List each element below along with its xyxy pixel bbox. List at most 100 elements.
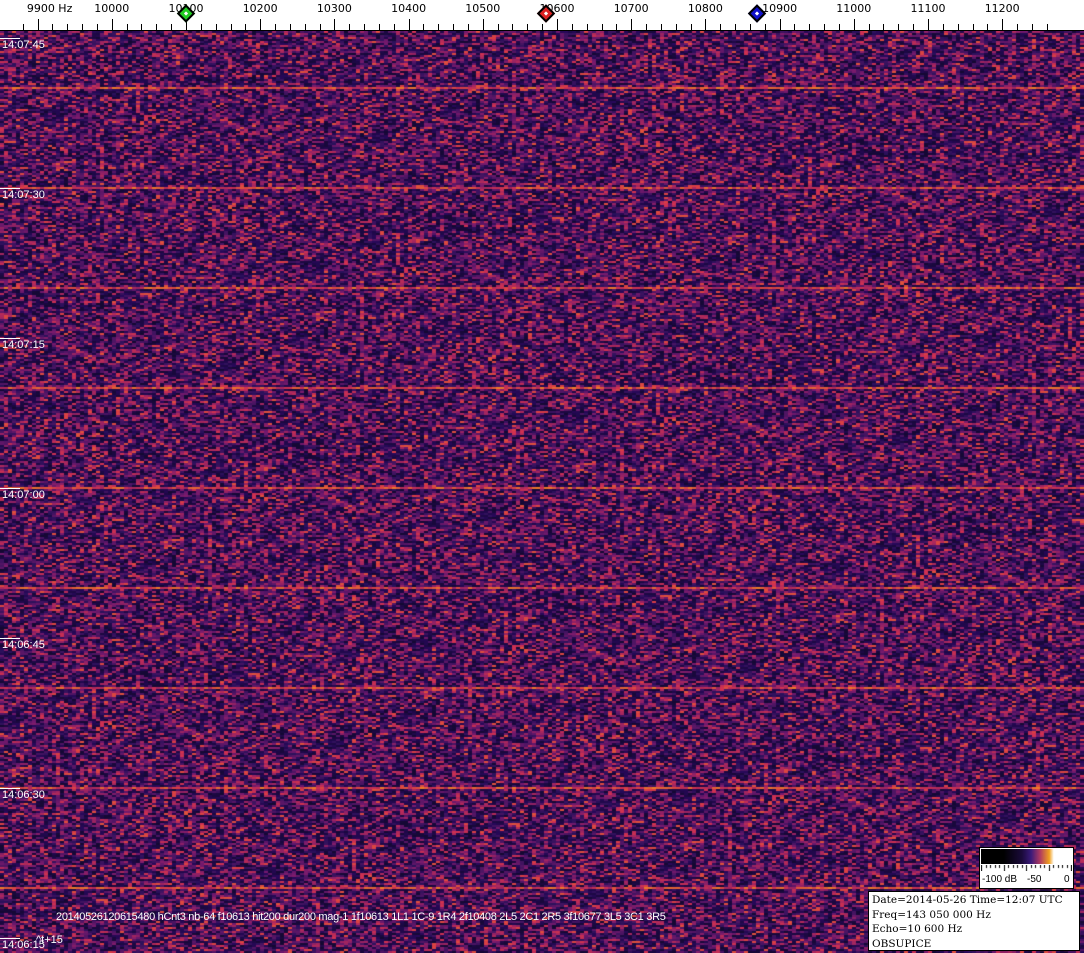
axis-tick: [765, 24, 766, 30]
axis-tick: [82, 24, 83, 30]
axis-tick: [646, 24, 647, 30]
axis-tick: [201, 24, 202, 30]
color-scale-ticks: [981, 865, 1072, 871]
time-tick: [0, 938, 20, 939]
frequency-label: 10200: [242, 2, 278, 15]
frequency-label: 10900: [762, 2, 798, 15]
axis-tick: [349, 24, 350, 30]
axis-tick: [394, 24, 395, 30]
axis-tick: [973, 24, 974, 30]
axis-tick: [824, 24, 825, 30]
axis-tick: [245, 24, 246, 30]
frequency-label: 10800: [687, 2, 723, 15]
echo-line: Echo=10 600 Hz: [872, 923, 963, 935]
axis-tick: [735, 24, 736, 30]
axis-tick: [97, 24, 98, 30]
axis-tick: [661, 24, 662, 30]
axis-tick: [676, 24, 677, 30]
axis-tick: [780, 19, 781, 30]
axis-tick: [334, 19, 335, 30]
axis-tick: [364, 24, 365, 30]
station-info-box: Date=2014-05-26 Time=12:07 UTC Freq=143 …: [868, 891, 1080, 951]
frequency-axis[interactable]: 9900 Hz100001010010200103001040010500106…: [0, 0, 1084, 31]
axis-tick: [275, 24, 276, 30]
axis-tick: [839, 24, 840, 30]
axis-tick: [854, 19, 855, 30]
waterfall-spectrogram[interactable]: [0, 31, 1084, 953]
time-tick: [0, 638, 20, 639]
frequency-label: 11200: [984, 2, 1020, 15]
frequency-label: 11100: [910, 2, 946, 15]
axis-tick: [527, 24, 528, 30]
time-tick: [0, 38, 20, 39]
time-label: 14:06:15: [2, 939, 45, 951]
axis-tick: [156, 24, 157, 30]
axis-tick: [572, 24, 573, 30]
time-label: 14:07:30: [2, 189, 45, 201]
axis-tick: [750, 24, 751, 30]
axis-tick: [38, 19, 39, 30]
axis-tick: [483, 19, 484, 30]
axis-tick: [290, 24, 291, 30]
frequency-label: 10400: [391, 2, 427, 15]
axis-tick: [231, 24, 232, 30]
axis-tick: [602, 24, 603, 30]
frequency-label: 11000: [836, 2, 872, 15]
date-time-line: Date=2014-05-26 Time=12:07 UTC: [872, 894, 1063, 906]
axis-tick: [52, 24, 53, 30]
axis-tick: [512, 24, 513, 30]
axis-tick: [67, 24, 68, 30]
axis-tick: [943, 24, 944, 30]
axis-tick: [928, 19, 929, 30]
axis-tick: [409, 19, 410, 30]
axis-tick: [616, 24, 617, 30]
axis-tick: [1017, 24, 1018, 30]
axis-tick: [438, 24, 439, 30]
time-tick: [0, 188, 20, 189]
time-label: 14:06:45: [2, 639, 45, 651]
axis-tick: [542, 24, 543, 30]
frequency-line: Freq=143 050 000 Hz: [872, 908, 991, 921]
axis-tick: [631, 19, 632, 30]
axis-tick: [1047, 24, 1048, 30]
axis-tick: [898, 24, 899, 30]
frequency-label: 9900 Hz: [26, 2, 73, 15]
time-tick: [0, 488, 20, 489]
axis-tick: [171, 24, 172, 30]
color-gradient: [981, 849, 1072, 864]
axis-tick: [141, 24, 142, 30]
axis-tick: [423, 24, 424, 30]
axis-tick: [305, 24, 306, 30]
axis-tick: [260, 19, 261, 30]
frequency-label: 10700: [613, 2, 649, 15]
time-label: 14:07:00: [2, 489, 45, 501]
axis-tick: [958, 24, 959, 30]
axis-tick: [216, 24, 217, 30]
time-label: 14:07:45: [2, 39, 45, 51]
frequency-label: 10500: [465, 2, 501, 15]
axis-tick: [112, 19, 113, 30]
axis-tick: [794, 24, 795, 30]
time-label: 14:07:15: [2, 339, 45, 351]
color-label-max: 0: [1064, 874, 1070, 885]
axis-tick: [498, 24, 499, 30]
axis-tick: [186, 19, 187, 30]
axis-tick: [320, 24, 321, 30]
axis-tick: [720, 24, 721, 30]
detection-info-line: 20140526120615480 hCnt3 nb-64 f10613 hit…: [56, 911, 666, 923]
time-tick: [0, 338, 20, 339]
axis-tick: [587, 24, 588, 30]
axis-tick: [809, 24, 810, 30]
axis-tick: [1002, 19, 1003, 30]
time-label: 14:06:30: [2, 789, 45, 801]
time-step-label: ^t+15: [36, 934, 63, 946]
color-scale-bar: -100 dB -50 0: [979, 847, 1074, 889]
axis-tick: [883, 24, 884, 30]
axis-tick: [468, 24, 469, 30]
axis-tick: [453, 24, 454, 30]
color-label-min: -100 dB: [982, 874, 1018, 885]
axis-tick: [691, 24, 692, 30]
frequency-label: 10300: [316, 2, 352, 15]
axis-tick: [705, 19, 706, 30]
axis-tick: [557, 19, 558, 30]
